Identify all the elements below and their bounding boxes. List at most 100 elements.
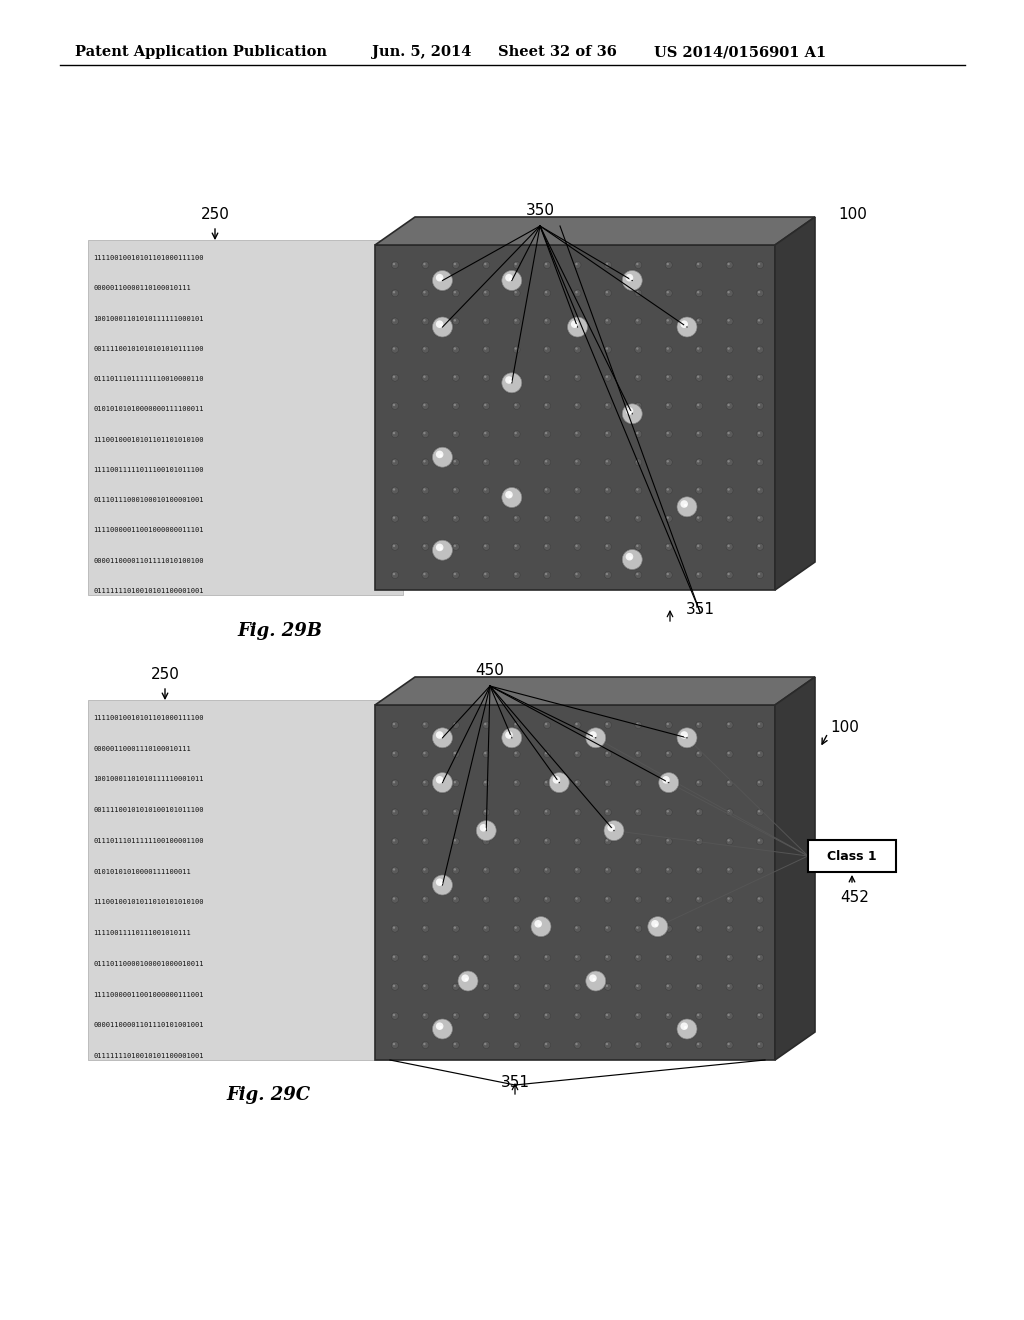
Circle shape: [548, 772, 570, 793]
Circle shape: [757, 1041, 764, 1048]
Circle shape: [697, 347, 699, 350]
Circle shape: [695, 289, 702, 297]
Circle shape: [758, 375, 760, 378]
Circle shape: [513, 896, 520, 903]
Circle shape: [393, 516, 395, 519]
Circle shape: [484, 375, 486, 378]
Bar: [88, 700, 403, 1060]
Circle shape: [726, 1012, 733, 1019]
Circle shape: [505, 491, 513, 499]
Circle shape: [697, 956, 699, 958]
Circle shape: [667, 898, 669, 900]
Circle shape: [453, 925, 460, 932]
Circle shape: [575, 290, 578, 293]
Circle shape: [603, 820, 625, 842]
Circle shape: [666, 896, 672, 903]
Circle shape: [574, 572, 581, 578]
Circle shape: [636, 319, 639, 322]
Circle shape: [635, 403, 642, 409]
Circle shape: [657, 772, 680, 793]
Circle shape: [727, 545, 730, 546]
Circle shape: [604, 403, 611, 409]
Circle shape: [439, 780, 442, 783]
Circle shape: [484, 781, 486, 783]
Circle shape: [393, 810, 395, 813]
Circle shape: [482, 487, 489, 494]
Circle shape: [757, 896, 764, 903]
Circle shape: [695, 925, 702, 932]
Circle shape: [758, 516, 760, 519]
Circle shape: [423, 752, 426, 754]
Circle shape: [697, 1043, 699, 1045]
Circle shape: [758, 263, 760, 265]
Circle shape: [391, 459, 398, 466]
Circle shape: [727, 516, 730, 519]
Circle shape: [666, 809, 672, 816]
Circle shape: [391, 809, 398, 816]
Circle shape: [544, 1041, 551, 1048]
Circle shape: [475, 820, 498, 842]
Circle shape: [423, 898, 426, 900]
Circle shape: [501, 487, 523, 508]
Circle shape: [514, 375, 517, 378]
Text: 01110111000100010100001001: 01110111000100010100001001: [93, 498, 204, 503]
Circle shape: [431, 269, 454, 292]
Circle shape: [574, 261, 581, 268]
Circle shape: [697, 375, 699, 378]
Circle shape: [695, 430, 702, 438]
Circle shape: [636, 404, 639, 407]
Text: 00000110000110100010111: 00000110000110100010111: [93, 285, 190, 292]
Circle shape: [666, 515, 672, 523]
Circle shape: [695, 867, 702, 874]
Circle shape: [666, 318, 672, 325]
Circle shape: [607, 824, 615, 832]
Circle shape: [454, 432, 456, 434]
Circle shape: [604, 821, 624, 841]
Circle shape: [726, 403, 733, 409]
Circle shape: [604, 722, 611, 729]
Circle shape: [726, 838, 733, 845]
Circle shape: [727, 461, 730, 462]
Circle shape: [484, 404, 486, 407]
Circle shape: [422, 318, 429, 325]
Circle shape: [635, 515, 642, 523]
Circle shape: [453, 1012, 460, 1019]
Circle shape: [501, 269, 523, 292]
Circle shape: [574, 515, 581, 523]
Circle shape: [666, 780, 669, 783]
Circle shape: [482, 289, 489, 297]
Circle shape: [545, 840, 547, 842]
Text: Sheet 32 of 36: Sheet 32 of 36: [498, 45, 616, 59]
Circle shape: [667, 347, 669, 350]
Circle shape: [544, 896, 551, 903]
Circle shape: [436, 321, 443, 327]
Text: 00111100101010101010111100: 00111100101010101010111100: [93, 346, 204, 352]
Circle shape: [544, 572, 551, 578]
Circle shape: [454, 263, 456, 265]
Circle shape: [636, 927, 639, 929]
Circle shape: [423, 723, 426, 725]
Circle shape: [636, 781, 639, 783]
Circle shape: [423, 573, 426, 576]
Circle shape: [757, 261, 764, 268]
Circle shape: [479, 824, 487, 832]
Circle shape: [667, 432, 669, 434]
Circle shape: [422, 838, 429, 845]
Circle shape: [544, 261, 551, 268]
Circle shape: [423, 432, 426, 434]
Circle shape: [676, 496, 698, 517]
Circle shape: [422, 867, 429, 874]
Circle shape: [635, 375, 642, 381]
Circle shape: [575, 898, 578, 900]
Circle shape: [726, 459, 733, 466]
Circle shape: [436, 731, 443, 739]
Circle shape: [604, 838, 611, 845]
Circle shape: [544, 289, 551, 297]
Circle shape: [758, 488, 760, 491]
Circle shape: [727, 263, 730, 265]
Circle shape: [574, 954, 581, 961]
Circle shape: [484, 347, 486, 350]
Circle shape: [758, 781, 760, 783]
Circle shape: [454, 545, 456, 546]
Circle shape: [422, 261, 429, 268]
